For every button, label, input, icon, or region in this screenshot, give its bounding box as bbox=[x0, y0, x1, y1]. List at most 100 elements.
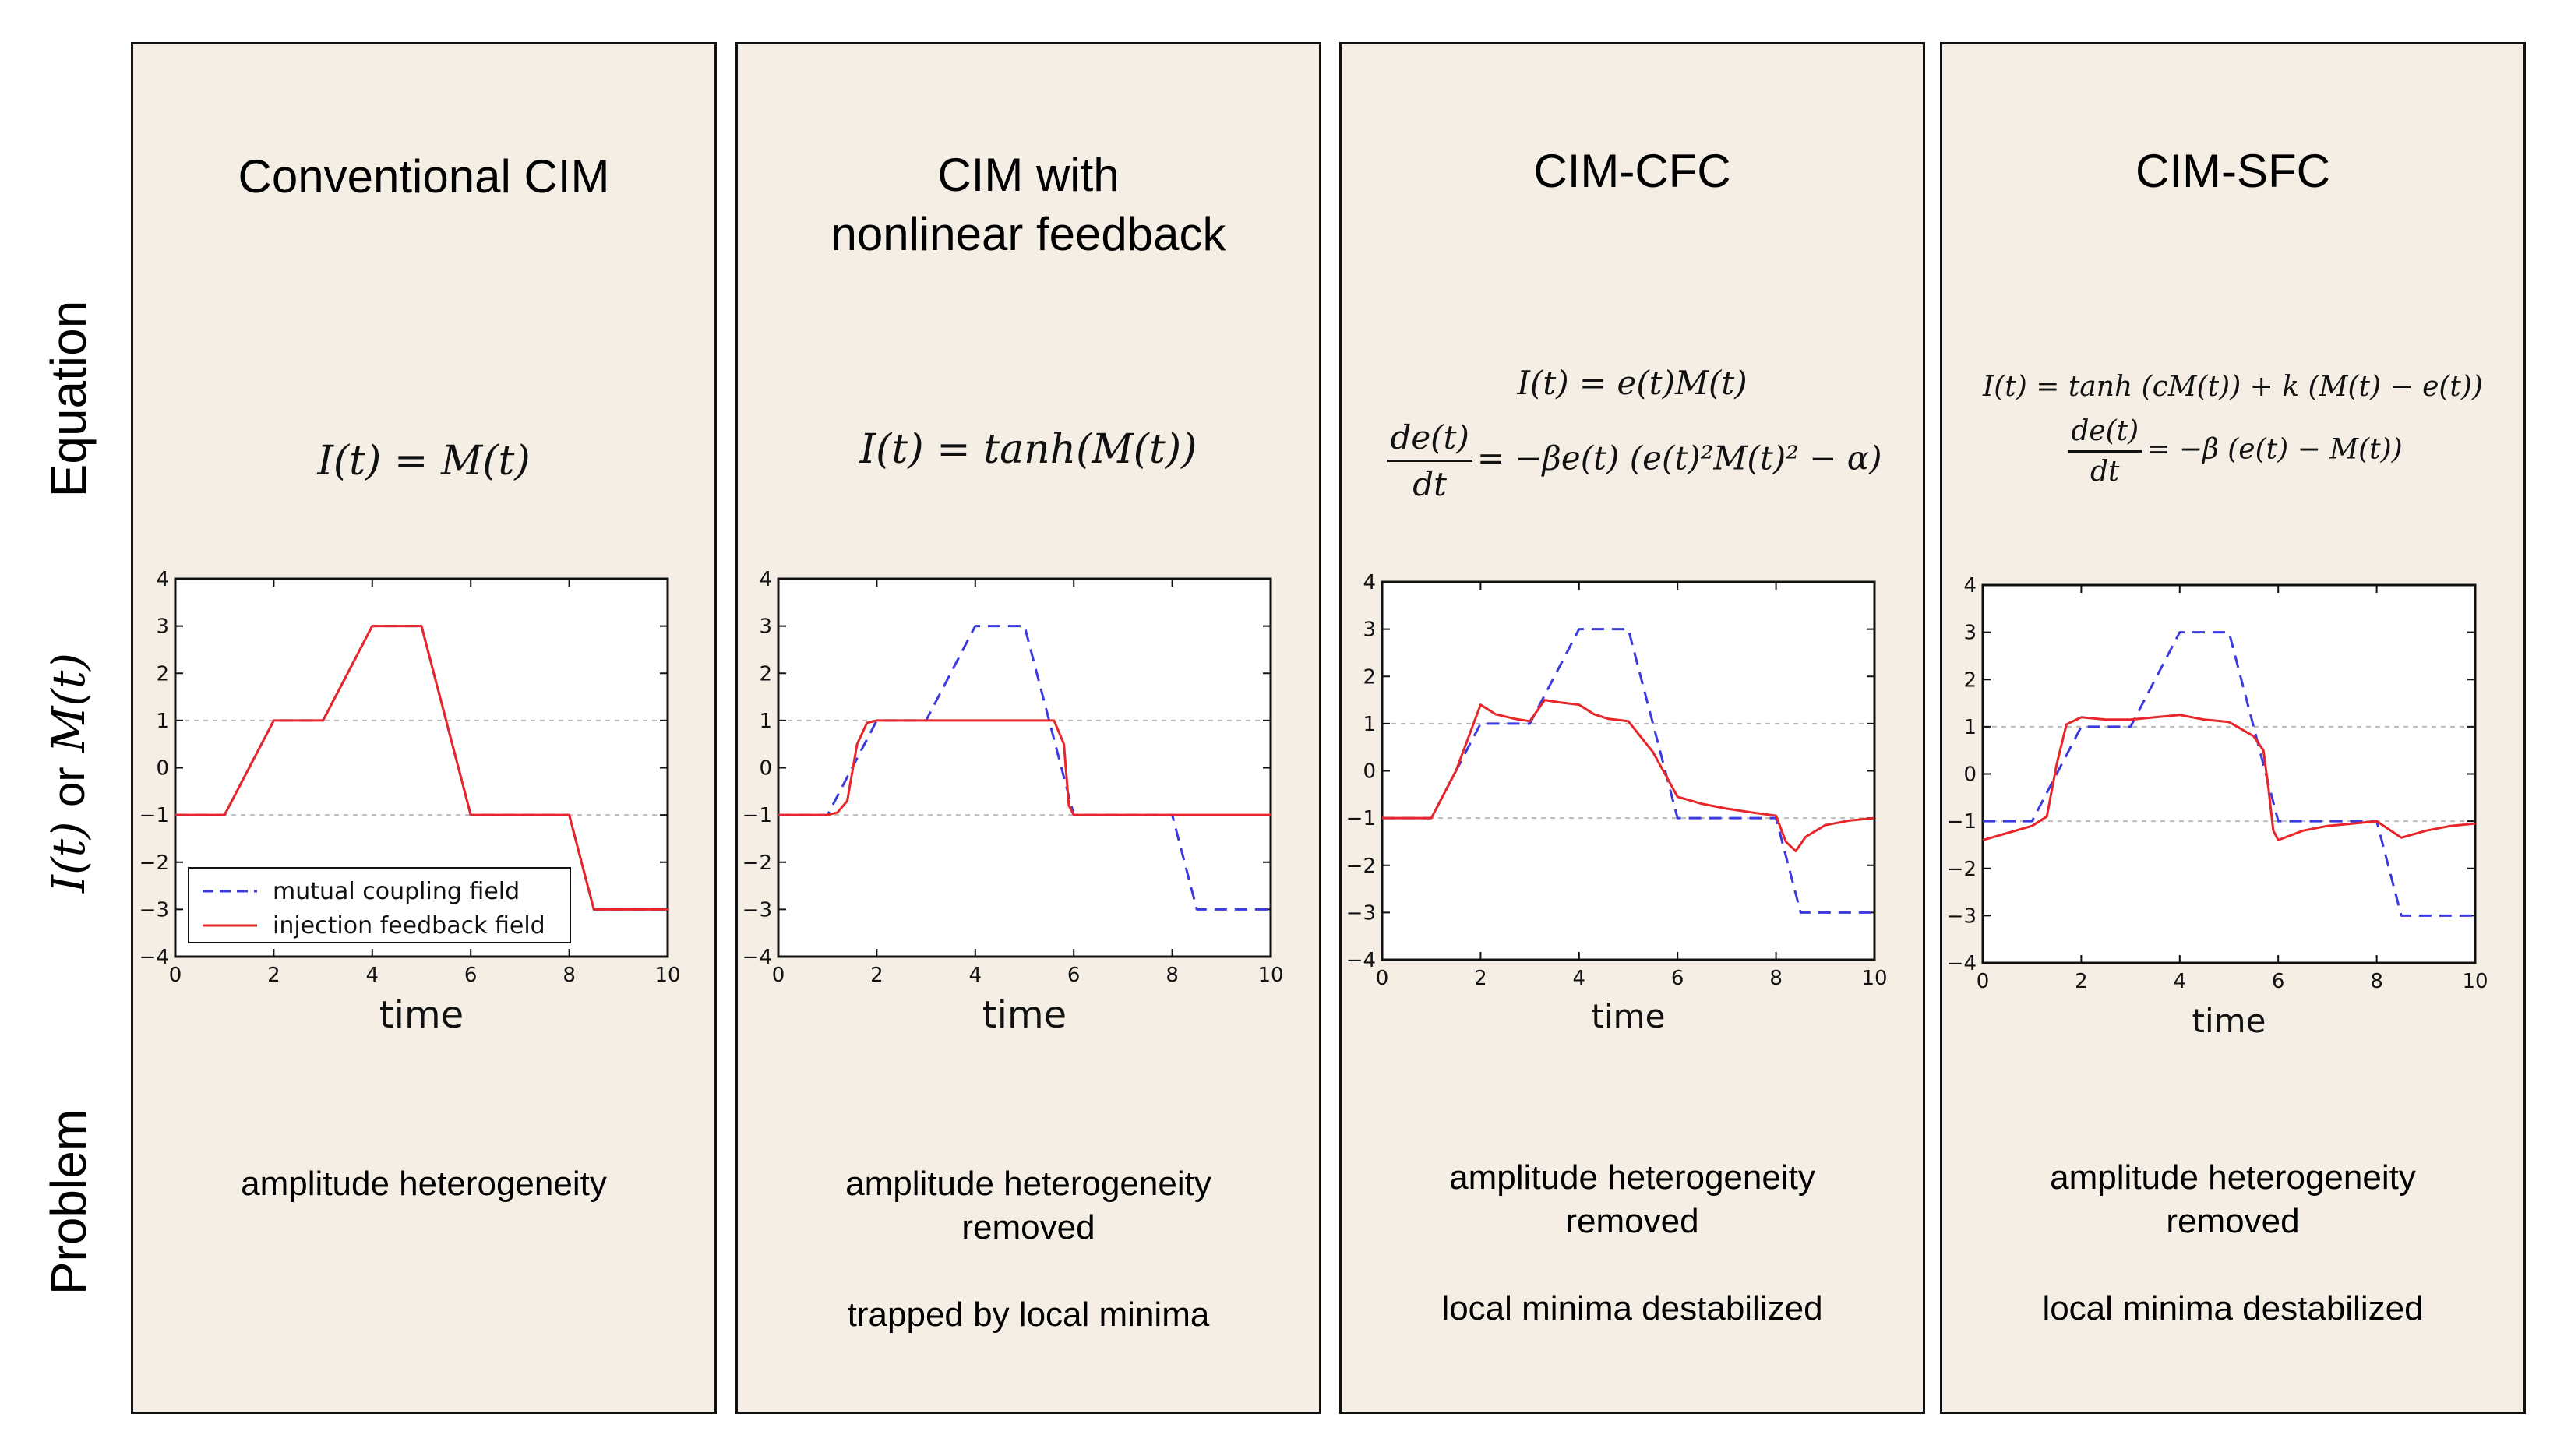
problem-line: amplitude heterogeneity bbox=[241, 1165, 607, 1203]
y-tick-label: 3 bbox=[1963, 622, 1977, 645]
legend-label: mutual coupling field bbox=[273, 878, 520, 905]
problem-line: removed bbox=[2166, 1202, 2300, 1240]
panel-title-line: CIM with bbox=[937, 149, 1120, 201]
row-label-axis: I(t) or M(t) bbox=[42, 653, 95, 893]
series-injection-feedback-line bbox=[175, 625, 668, 911]
y-tick-label: 3 bbox=[1363, 619, 1376, 642]
x-tick-label: 10 bbox=[2462, 970, 2488, 993]
panel-cim-cfc: CIM-CFC I(t) = e(t)M(t) de(t) dt = −βe(t… bbox=[1339, 42, 1925, 1414]
equation-rhs: = −β (e(t) − M(t)) bbox=[2146, 433, 2403, 466]
equation-block: I(t) = tanh(M(t)) bbox=[738, 426, 1319, 473]
y-tick-label: −4 bbox=[139, 946, 169, 969]
series-injection-feedback-line bbox=[1382, 699, 1875, 853]
fraction-numerator: de(t) bbox=[1387, 418, 1472, 462]
x-tick-label: 6 bbox=[464, 964, 478, 987]
x-tick-label: 2 bbox=[2075, 970, 2088, 993]
y-tick-label: −3 bbox=[1346, 901, 1376, 925]
y-tick-label: 2 bbox=[156, 662, 169, 686]
y-tick-label: 3 bbox=[759, 615, 772, 639]
x-tick-label: 4 bbox=[969, 964, 982, 987]
problem-line bbox=[1942, 1243, 2523, 1287]
y-tick-label: 0 bbox=[1963, 763, 1977, 787]
x-tick-label: 2 bbox=[870, 964, 883, 987]
axis-label-or: or bbox=[44, 767, 94, 808]
panel-conventional-cim: Conventional CIM I(t) = M(t) 0 2 4 6 8 10 4 3 2 1… bbox=[131, 42, 717, 1414]
y-tick-label: 0 bbox=[156, 757, 169, 781]
y-tick-label: 1 bbox=[759, 710, 772, 733]
panel-title: Conventional CIM bbox=[133, 147, 714, 206]
y-tick-label: 4 bbox=[1363, 571, 1376, 594]
x-tick-label: 8 bbox=[563, 964, 576, 987]
x-tick-label: 0 bbox=[1376, 967, 1389, 990]
x-tick-label: 0 bbox=[772, 964, 785, 987]
row-label-problem: Problem bbox=[41, 1109, 97, 1296]
problem-text: amplitude heterogeneity bbox=[133, 1162, 714, 1206]
y-tick-label: 2 bbox=[1963, 668, 1977, 692]
equation-ode: de(t) dt = −βe(t) (e(t)²M(t)² − α) bbox=[1342, 418, 1923, 503]
x-axis-label: time bbox=[379, 993, 464, 1037]
y-tick-label: −3 bbox=[139, 898, 169, 922]
problem-text: amplitude heterogeneity removed trapped … bbox=[738, 1162, 1319, 1337]
fraction-numerator: de(t) bbox=[2068, 415, 2142, 453]
y-tick-label: 1 bbox=[1963, 716, 1977, 739]
y-tick-label: −2 bbox=[742, 851, 772, 875]
problem-line: trapped by local minima bbox=[847, 1296, 1210, 1334]
x-axis-label: time bbox=[2192, 1002, 2266, 1040]
equation-block: I(t) = tanh (cM(t)) + k (M(t) − e(t)) de… bbox=[1942, 364, 2523, 488]
problem-line: removed bbox=[961, 1208, 1095, 1246]
y-tick-label: −2 bbox=[1346, 855, 1376, 878]
y-tick-label: −2 bbox=[1947, 858, 1977, 881]
fraction-denominator: dt bbox=[1412, 465, 1448, 503]
x-tick-label: 8 bbox=[1166, 964, 1179, 987]
y-tick-label: −1 bbox=[139, 804, 169, 827]
x-tick-label: 8 bbox=[2370, 970, 2383, 993]
x-axis-label: time bbox=[982, 993, 1067, 1037]
equation-line: I(t) = tanh(M(t)) bbox=[859, 426, 1197, 473]
fraction-denominator: dt bbox=[2090, 456, 2120, 488]
y-tick-label: 4 bbox=[156, 568, 169, 591]
x-tick-label: 6 bbox=[1067, 964, 1081, 987]
plot-area bbox=[1381, 580, 1876, 961]
y-tick-label: −4 bbox=[1947, 952, 1977, 975]
panel-title: CIM-CFC bbox=[1342, 142, 1923, 201]
equation-line: I(t) = tanh (cM(t)) + k (M(t) − e(t)) bbox=[1983, 371, 2483, 403]
x-axis-label: time bbox=[1592, 997, 1666, 1035]
problem-line: amplitude heterogeneity bbox=[2050, 1158, 2416, 1197]
x-tick-label: 4 bbox=[1573, 967, 1586, 990]
problem-line bbox=[738, 1250, 1319, 1293]
problem-text: amplitude heterogeneity removed local mi… bbox=[1942, 1156, 2523, 1331]
y-tick-label: −2 bbox=[139, 851, 169, 875]
equation-block: I(t) = M(t) bbox=[133, 438, 714, 485]
x-tick-label: 10 bbox=[1861, 967, 1887, 990]
y-tick-label: −3 bbox=[1947, 904, 1977, 928]
panel-title-line: CIM-SFC bbox=[2135, 145, 2330, 197]
legend-box bbox=[188, 867, 571, 943]
axis-label-i: I(t) bbox=[42, 821, 95, 893]
x-tick-label: 2 bbox=[267, 964, 280, 987]
y-tick-label: 2 bbox=[759, 662, 772, 686]
panel-title: CIM with nonlinear feedback bbox=[738, 146, 1319, 264]
series-injection-feedback-line bbox=[778, 719, 1271, 816]
problem-text: amplitude heterogeneity removed local mi… bbox=[1342, 1156, 1923, 1331]
problem-line: amplitude heterogeneity bbox=[845, 1165, 1211, 1203]
panel-title-line: CIM-CFC bbox=[1533, 145, 1731, 197]
problem-line: local minima destabilized bbox=[1441, 1289, 1823, 1327]
y-tick-label: 2 bbox=[1363, 665, 1376, 689]
y-tick-label: 1 bbox=[1363, 713, 1376, 736]
x-tick-label: 10 bbox=[654, 964, 680, 987]
y-tick-label: −3 bbox=[742, 898, 772, 922]
y-tick-label: 1 bbox=[156, 710, 169, 733]
panel-title: CIM-SFC bbox=[1942, 142, 2523, 201]
problem-line bbox=[1342, 1243, 1923, 1287]
equation-rhs: = −βe(t) (e(t)²M(t)² − α) bbox=[1476, 439, 1882, 478]
x-tick-label: 4 bbox=[366, 964, 379, 987]
y-tick-label: 0 bbox=[1363, 760, 1376, 784]
x-tick-label: 0 bbox=[169, 964, 182, 987]
y-tick-label: −1 bbox=[1346, 807, 1376, 830]
equation-ode: de(t) dt = −β (e(t) − M(t)) bbox=[1942, 415, 2523, 488]
y-tick-label: 3 bbox=[156, 615, 169, 639]
y-tick-label: 4 bbox=[1963, 574, 1977, 598]
